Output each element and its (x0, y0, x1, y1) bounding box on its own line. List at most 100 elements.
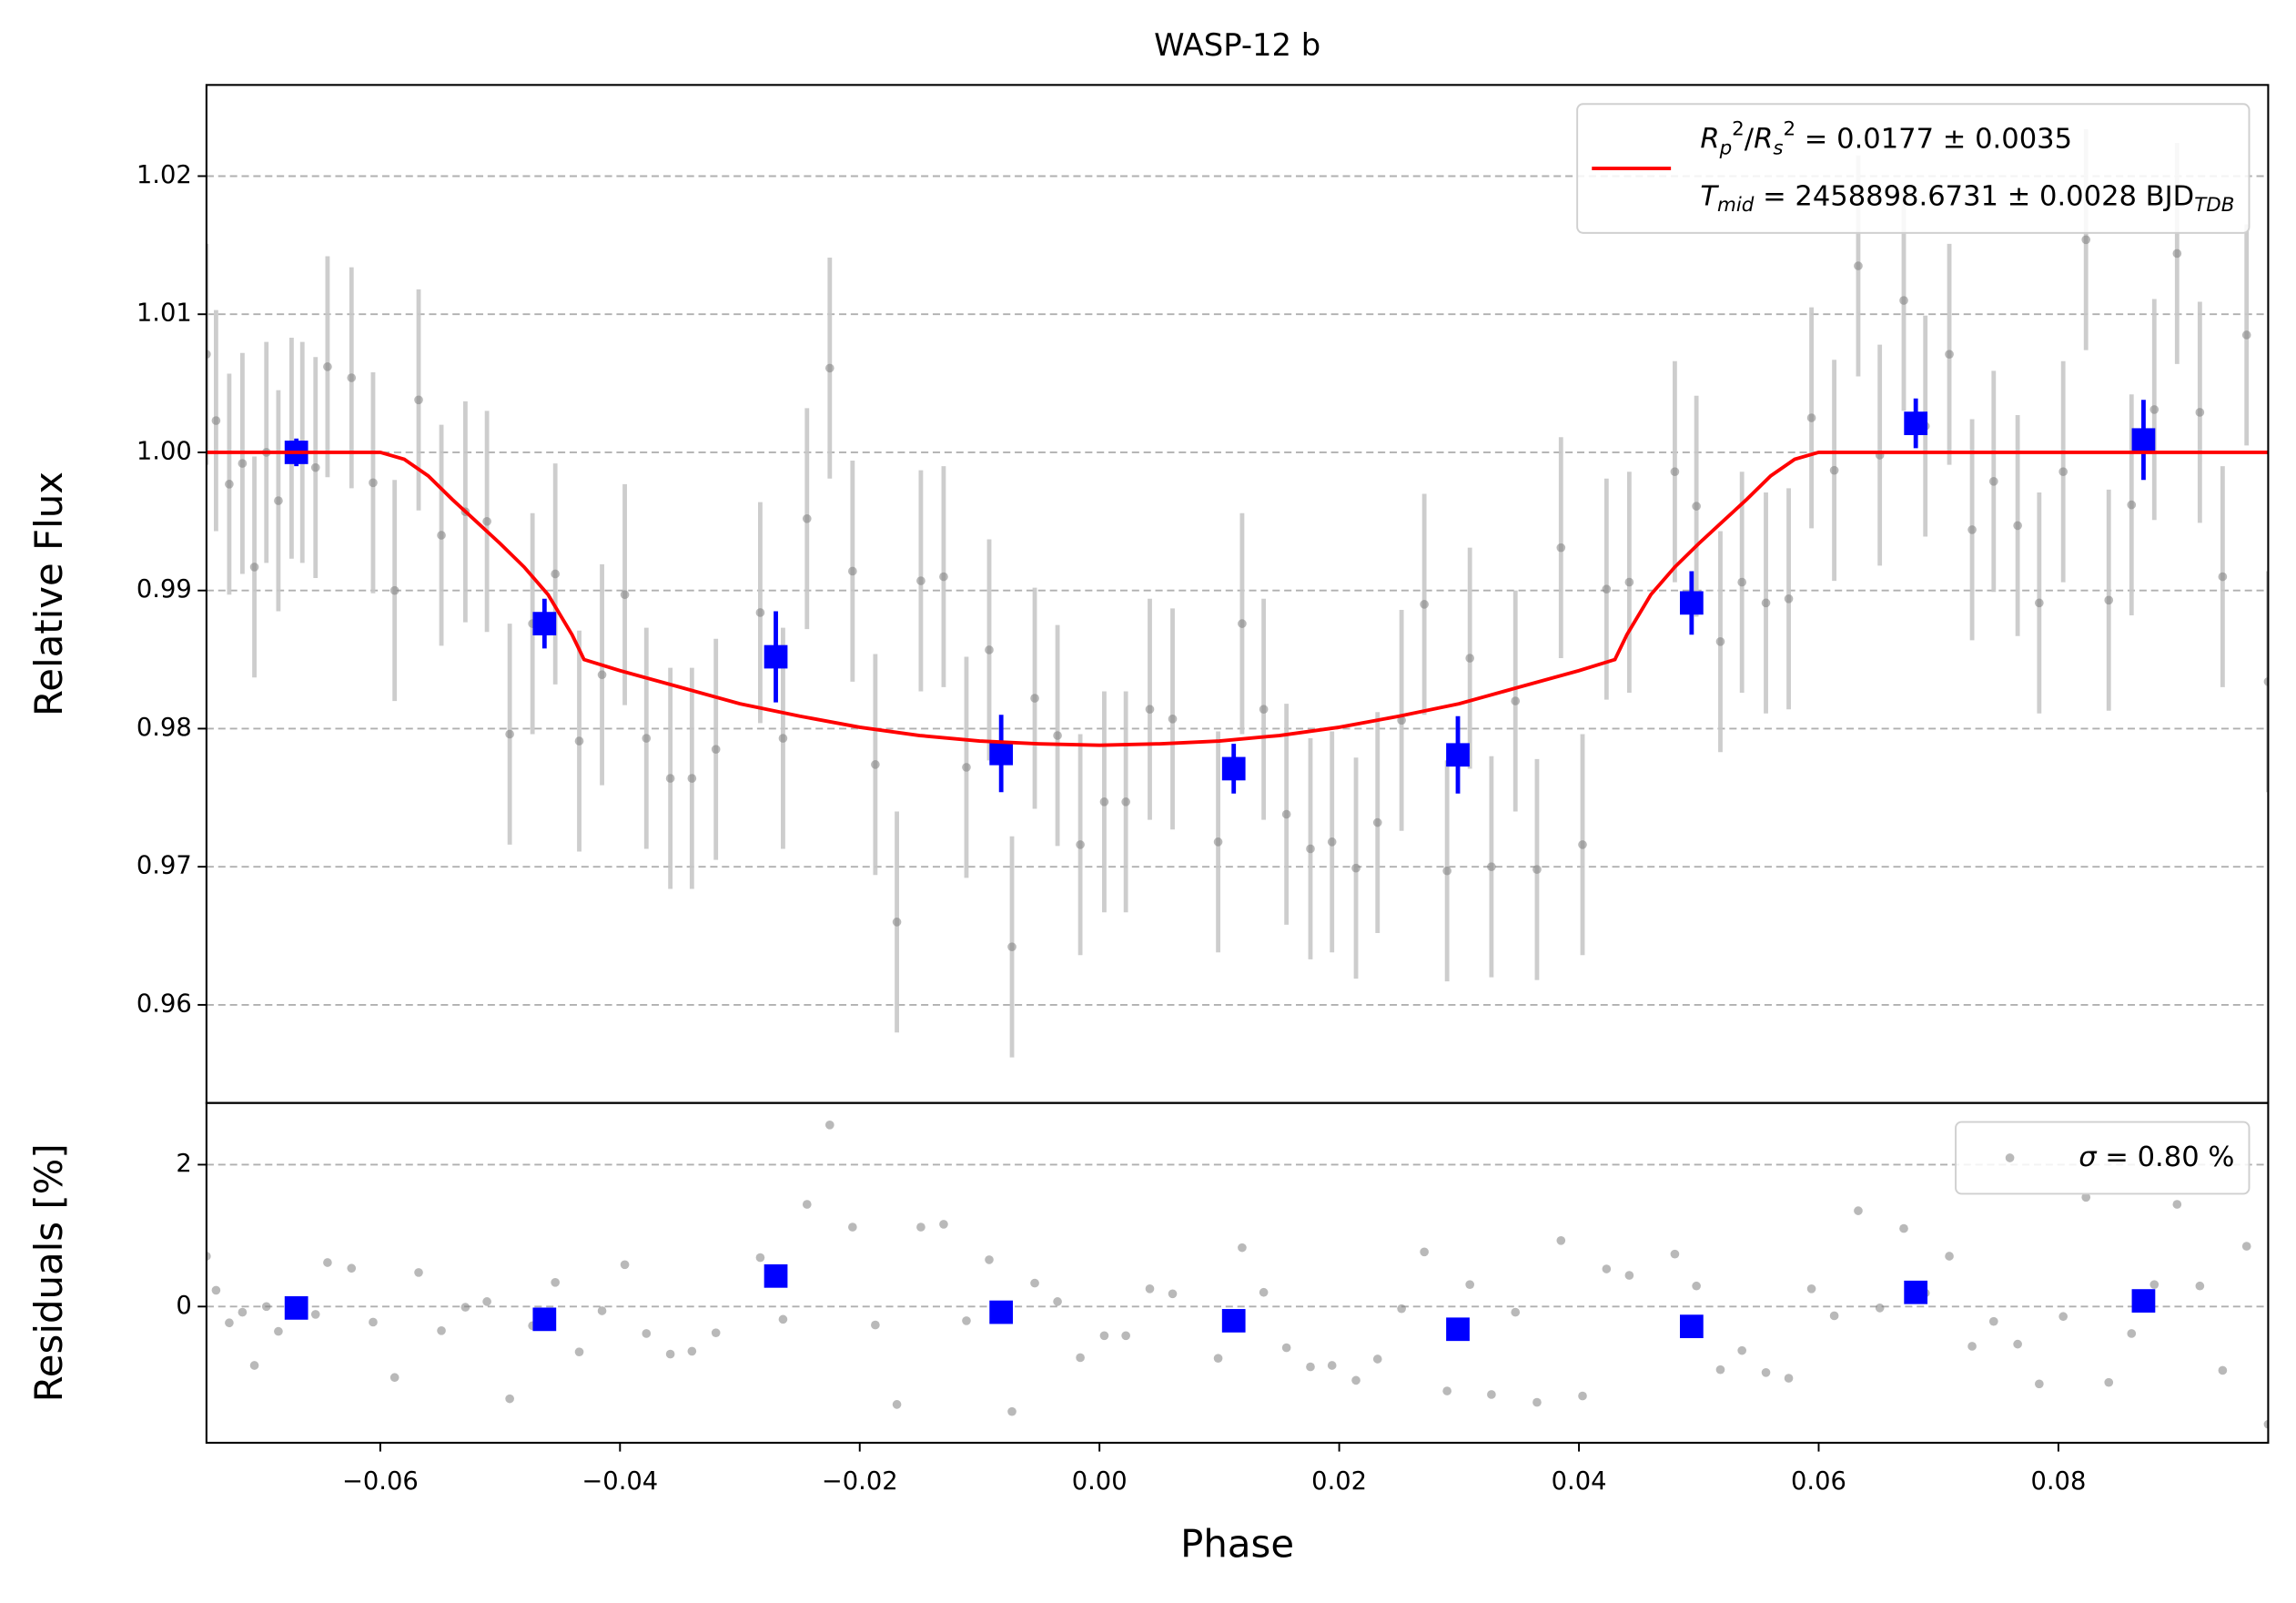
data-point (274, 1326, 283, 1336)
x-tick-label: −0.02 (822, 1467, 898, 1496)
data-point (206, 1252, 211, 1261)
data-point (1692, 1281, 1701, 1291)
chart-title: WASP-12 b (1154, 27, 1320, 63)
data-point (2127, 500, 2137, 510)
axes-frame (205, 1101, 2270, 1445)
data-point (802, 513, 812, 523)
data-point (1259, 1287, 1269, 1297)
data-point (1121, 797, 1130, 807)
data-point (1121, 1331, 1130, 1341)
binned-point (1446, 743, 1470, 767)
data-point (2241, 1242, 2251, 1251)
data-point (225, 480, 234, 489)
data-point (1784, 1374, 1794, 1383)
data-point (687, 1346, 697, 1356)
data-point (2058, 467, 2068, 477)
data-point (620, 1260, 630, 1270)
data-point (1168, 714, 1178, 724)
data-point (1213, 837, 1223, 847)
data-point (1806, 413, 1816, 422)
data-point (1306, 1362, 1315, 1372)
data-point (1945, 1252, 1954, 1261)
data-point (1624, 577, 1634, 587)
binned-point (1446, 1317, 1470, 1342)
binned-point (1904, 411, 1928, 435)
data-point (1602, 584, 1612, 594)
data-point (1030, 694, 1039, 703)
data-point (1351, 1375, 1360, 1385)
data-point (2263, 1419, 2269, 1429)
data-point (2035, 1379, 2044, 1389)
data-point (1213, 1354, 1223, 1364)
data-point (1854, 261, 1863, 270)
data-point (1420, 1247, 1429, 1257)
data-point (1053, 1297, 1062, 1306)
data-point (871, 1320, 880, 1330)
data-point (211, 416, 221, 425)
data-point (437, 1325, 446, 1335)
data-point (249, 563, 259, 572)
data-point (711, 1328, 721, 1337)
data-point (755, 1253, 765, 1263)
binned-point (532, 612, 557, 635)
data-point (1442, 866, 1451, 876)
data-point (2127, 1329, 2137, 1338)
binned-point (284, 1296, 308, 1320)
data-point (2149, 405, 2159, 414)
data-point (2081, 235, 2091, 245)
data-point (2058, 1312, 2068, 1322)
data-point (2263, 677, 2269, 686)
data-point (1511, 1307, 1521, 1317)
data-point (1692, 502, 1701, 511)
data-point (1602, 1264, 1612, 1273)
data-point (1168, 1289, 1178, 1299)
data-point (1327, 1361, 1337, 1370)
x-tick-label: 0.04 (1552, 1467, 1607, 1496)
data-point (1578, 1391, 1587, 1401)
y-tick-label: 2 (176, 1150, 191, 1178)
data-point (1327, 837, 1337, 847)
data-point (437, 531, 446, 540)
y-axis-label: Residuals [%] (26, 1143, 71, 1402)
legend: Rp2/Rs2 = 0.0177 ± 0.0035 Tmid = 2458898.… (1576, 103, 2250, 234)
data-point (642, 734, 652, 743)
data-point (1442, 1386, 1451, 1395)
data-point (505, 1394, 514, 1404)
data-point (848, 1223, 857, 1232)
data-point (848, 566, 857, 576)
data-point (2104, 595, 2114, 605)
y-tick-label: 0.97 (137, 852, 192, 880)
data-point (2104, 1377, 2114, 1387)
plot-area (206, 128, 2269, 1058)
data-point (460, 1303, 470, 1312)
data-point (642, 1329, 652, 1338)
data-point (274, 496, 283, 505)
data-point (1238, 1243, 1247, 1253)
data-point (1259, 705, 1269, 715)
data-point (1099, 1331, 1109, 1341)
data-point (2035, 598, 2044, 608)
data-point (1532, 1397, 1542, 1407)
y-axis-label: Relative Flux (26, 472, 71, 716)
x-tick-label: −0.04 (582, 1467, 658, 1496)
data-point (2172, 1200, 2182, 1209)
data-point (1372, 1354, 1382, 1364)
data-point (1967, 1342, 1977, 1351)
data-point (1829, 1311, 1839, 1321)
data-point (369, 1317, 378, 1327)
data-point (249, 1361, 259, 1370)
data-point (1761, 1367, 1771, 1377)
data-point (1397, 715, 1406, 725)
data-point (597, 670, 607, 680)
data-point (347, 373, 357, 382)
data-point (310, 1310, 320, 1319)
data-point (2149, 1280, 2159, 1289)
data-point (1578, 840, 1587, 849)
data-point (755, 608, 765, 617)
data-point (665, 774, 675, 783)
panel: 0.96 0.97 0.98 0.99 1.00 1.01 1.02 WASP-12 b Rel… (26, 27, 2270, 1104)
legend-handle (2005, 1153, 2015, 1162)
data-point (1306, 844, 1315, 854)
data-point (238, 1307, 248, 1317)
